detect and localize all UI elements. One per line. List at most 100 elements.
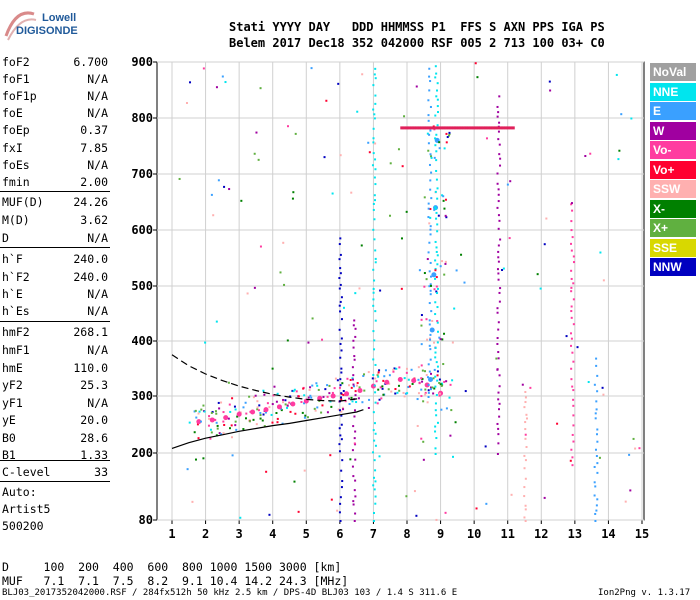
param-value: N/A	[87, 231, 108, 245]
param-row-6: foEs N/A	[2, 158, 108, 175]
noise-point	[202, 457, 205, 460]
noise-point	[444, 511, 447, 514]
echo-streak-point	[427, 207, 430, 210]
noise-point	[185, 102, 188, 105]
echo-streak-point	[429, 129, 432, 132]
echo-point	[356, 384, 359, 387]
echo-streak-point	[434, 259, 437, 262]
echo-point	[322, 395, 325, 398]
echo-streak-point	[429, 283, 432, 286]
echo-streak-point	[435, 150, 438, 153]
noise-point	[240, 199, 243, 202]
echo-point	[428, 337, 431, 340]
header-labels: Stati YYYY DAY DDD HHMMSS P1 FFS S AXN P…	[229, 20, 605, 34]
echo-streak-point	[429, 261, 432, 264]
echo-point	[384, 369, 387, 372]
echo-point	[295, 390, 298, 393]
echo-point	[215, 421, 218, 424]
legend-item-vo-: Vo-	[650, 141, 696, 159]
echo-point	[443, 147, 446, 150]
echo-streak-point	[354, 495, 357, 498]
auto-line3: 500200	[2, 519, 44, 533]
noise-point	[283, 283, 286, 286]
echo-streak-point	[434, 114, 437, 117]
echo-point	[420, 314, 423, 317]
echo-point	[392, 368, 395, 371]
noise-point	[307, 341, 310, 344]
noise-point	[415, 85, 418, 88]
param-row-8: MUF(D) 24.26	[2, 195, 108, 212]
echo-point	[388, 382, 391, 385]
echo-streak-point	[596, 498, 599, 501]
echo-streak-point	[372, 287, 375, 290]
echo-band-point	[418, 126, 421, 130]
echo-streak-point	[351, 449, 354, 452]
param-key: yF2	[2, 378, 23, 392]
echo-streak-point	[572, 298, 575, 301]
echo-streak-point	[352, 500, 355, 503]
echo-streak-point	[570, 249, 573, 252]
echo-streak-point	[497, 188, 500, 191]
echo-point	[306, 416, 309, 419]
echo-streak-point	[497, 278, 500, 281]
echo-point	[336, 379, 339, 382]
echo-streak-point	[570, 305, 573, 308]
noise-point	[325, 99, 328, 102]
echo-point	[338, 386, 341, 389]
echo-point	[334, 377, 337, 380]
echo-streak-point	[436, 341, 439, 344]
echo-streak-point	[373, 476, 376, 479]
echo-streak-point	[436, 197, 439, 200]
echo-streak-point	[435, 95, 438, 98]
noise-point	[422, 458, 425, 461]
panel-separator	[0, 321, 110, 322]
echo-streak-point	[352, 503, 355, 506]
noise-point	[601, 386, 604, 389]
param-row-4: foEp 0.37	[2, 123, 108, 140]
echo-point	[438, 392, 441, 395]
echo-point	[302, 387, 305, 390]
legend-item-nne: NNE	[650, 82, 696, 101]
legend-item-w: W	[650, 121, 696, 140]
echo-streak-point	[594, 417, 597, 420]
echo-streak-point	[436, 124, 439, 127]
echo-streak-point	[572, 282, 575, 285]
echo-point	[430, 386, 433, 389]
param-key: h`Es	[2, 304, 30, 318]
echo-point	[426, 376, 429, 379]
noise-point	[293, 480, 296, 483]
param-row-12: h`F2 240.0	[2, 270, 108, 287]
echo-streak-point	[497, 200, 500, 203]
noise-point	[415, 514, 418, 517]
echo-point	[397, 384, 400, 387]
echo-streak-point	[524, 508, 527, 511]
echo-point	[424, 388, 427, 391]
noise-point	[420, 437, 423, 440]
echo-streak-point	[434, 76, 437, 79]
echo-streak-point	[338, 328, 341, 331]
echo-point	[436, 370, 439, 373]
echo-streak-point	[435, 437, 438, 440]
echo-streak-point	[374, 249, 377, 252]
echo-streak-point	[429, 153, 432, 156]
echo-streak-point	[436, 82, 439, 85]
param-key: M(D)	[2, 213, 30, 227]
echo-streak-point	[524, 428, 527, 431]
echo-point	[416, 398, 419, 401]
echo-streak-point	[354, 394, 357, 397]
echo-band-point	[459, 126, 462, 130]
noise-point	[405, 495, 408, 498]
echo-point	[271, 403, 274, 406]
echo-streak-point	[430, 197, 433, 200]
echo-band-point	[412, 126, 415, 130]
echo-streak-point	[596, 440, 599, 443]
echo-streak-point	[341, 480, 344, 483]
echo-point	[348, 384, 351, 387]
echo-point	[234, 420, 237, 423]
param-key: foF1	[2, 72, 30, 86]
echo-point	[406, 392, 409, 395]
noise-point	[400, 287, 403, 290]
echo-point	[214, 410, 217, 413]
echo-streak-point	[338, 409, 341, 412]
